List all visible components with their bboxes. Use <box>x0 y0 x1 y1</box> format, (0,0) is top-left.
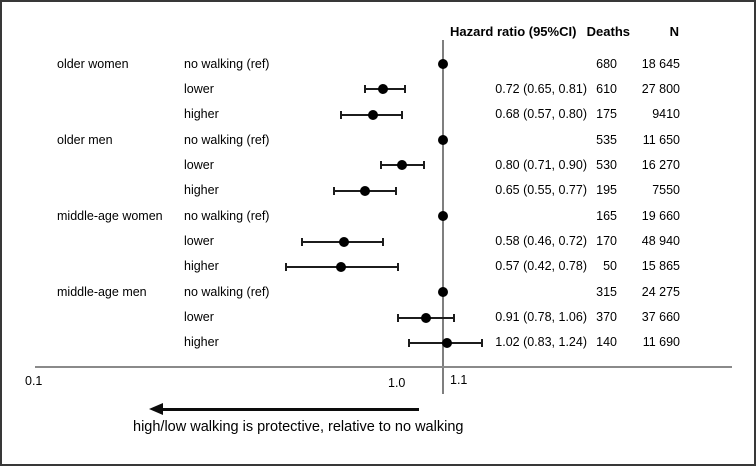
group-label: older women <box>57 56 129 71</box>
ci-cap <box>408 338 411 347</box>
protective-direction-arrow <box>162 408 419 411</box>
point-estimate-dot <box>367 109 378 120</box>
hazard-ratio-value: 1.02 (0.83, 1.24) <box>495 335 587 350</box>
ci-cap <box>401 110 404 119</box>
ci-cap <box>382 237 385 246</box>
category-label: no walking (ref) <box>184 132 270 147</box>
x-axis-tick-label-0-1: 0.1 <box>25 374 43 388</box>
hazard-ratio-value: 0.58 (0.46, 0.72) <box>495 234 587 249</box>
arrow-head-left-icon <box>149 403 163 415</box>
point-estimate-dot <box>438 211 448 222</box>
ci-cap <box>284 262 287 271</box>
deaths-value: 170 <box>596 234 617 249</box>
hazard-ratio-value: 0.80 (0.71, 0.90) <box>495 157 587 172</box>
point-estimate-dot <box>397 160 408 171</box>
n-value: 16 270 <box>641 157 680 172</box>
hazard-ratio-value: 0.68 (0.57, 0.80) <box>495 107 587 122</box>
hazard-ratio-value: 0.72 (0.65, 0.81) <box>495 81 587 96</box>
forest-row: older men no walking (ref) 535 11 650 <box>2 128 754 153</box>
point-estimate-dot <box>378 84 389 95</box>
group-label: middle-age women <box>57 208 163 223</box>
forest-row: higher 0.68 (0.57, 0.80) 175 9410 <box>2 102 754 127</box>
deaths-value: 140 <box>596 335 617 350</box>
n-value: 19 660 <box>641 208 680 223</box>
ci-cap <box>396 262 399 271</box>
forest-row: higher 1.02 (0.83, 1.24) 140 11 690 <box>2 330 754 355</box>
n-value: 11 690 <box>642 335 680 350</box>
point-estimate-dot <box>438 287 448 298</box>
point-estimate-dot <box>420 312 431 323</box>
point-estimate-dot <box>438 135 448 146</box>
category-label: lower <box>184 234 214 249</box>
ci-cap <box>394 186 397 195</box>
point-estimate-dot <box>335 261 346 272</box>
hazard-ratio-value: 0.65 (0.55, 0.77) <box>495 183 587 198</box>
ci-cap <box>379 161 382 170</box>
ci-cap <box>452 313 455 322</box>
hazard-ratio-value: 0.57 (0.42, 0.78) <box>495 259 587 274</box>
ci-cap <box>301 237 304 246</box>
hazard-ratio-value: 0.91 (0.78, 1.06) <box>495 310 587 325</box>
category-label: no walking (ref) <box>184 208 270 223</box>
ci-cap <box>363 85 366 94</box>
deaths-value: 165 <box>596 208 617 223</box>
n-value: 15 865 <box>641 259 680 274</box>
column-header-hazard-ratio: Hazard ratio (95%CI) <box>450 24 577 39</box>
deaths-value: 195 <box>596 183 617 198</box>
forest-row: lower 0.72 (0.65, 0.81) 610 27 800 <box>2 77 754 102</box>
column-header-deaths: Deaths <box>586 24 630 39</box>
forest-row: middle-age women no walking (ref) 165 19 66… <box>2 204 754 229</box>
n-value: 27 800 <box>641 81 680 96</box>
n-value: 7550 <box>652 183 680 198</box>
deaths-value: 535 <box>596 132 617 147</box>
ci-cap <box>422 161 425 170</box>
forest-row: lower 0.80 (0.71, 0.90) 530 16 270 <box>2 153 754 178</box>
point-estimate-dot <box>339 236 350 247</box>
category-label: no walking (ref) <box>184 284 270 299</box>
n-value: 37 660 <box>641 310 680 325</box>
category-label: lower <box>184 81 214 96</box>
ci-cap <box>333 186 336 195</box>
point-estimate-dot <box>438 59 448 69</box>
forest-row: higher 0.57 (0.42, 0.78) 50 15 865 <box>2 254 754 279</box>
group-label: older men <box>57 132 113 147</box>
ci-cap <box>403 85 406 94</box>
point-estimate-dot <box>441 337 452 348</box>
category-label: higher <box>184 107 219 122</box>
category-label: lower <box>184 157 214 172</box>
x-axis-tick-label-1-0: 1.0 <box>388 376 406 390</box>
forest-row: middle-age men no walking (ref) 315 24 275 <box>2 280 754 305</box>
ci-cap <box>339 110 342 119</box>
deaths-value: 370 <box>596 310 617 325</box>
forest-row: lower 0.91 (0.78, 1.06) 370 37 660 <box>2 305 754 330</box>
category-label: higher <box>184 259 219 274</box>
deaths-value: 50 <box>603 259 617 274</box>
forest-row: higher 0.65 (0.55, 0.77) 195 7550 <box>2 178 754 203</box>
forest-row: older women no walking (ref) 680 18 645 <box>2 52 754 77</box>
forest-row: lower 0.58 (0.46, 0.72) 170 48 940 <box>2 229 754 254</box>
category-label: lower <box>184 310 214 325</box>
n-value: 48 940 <box>641 234 680 249</box>
n-value: 9410 <box>652 107 680 122</box>
point-estimate-dot <box>359 185 370 196</box>
n-value: 18 645 <box>641 56 680 71</box>
annotation-text: high/low walking is protective, relative… <box>133 419 464 435</box>
n-value: 24 275 <box>641 284 680 299</box>
group-label: middle-age men <box>57 284 147 299</box>
x-axis-tick-label-1-1: 1.1 <box>450 373 468 387</box>
ci-cap <box>396 313 399 322</box>
x-axis-line <box>35 366 732 368</box>
deaths-value: 530 <box>596 157 617 172</box>
deaths-value: 175 <box>596 107 617 122</box>
ci-cap <box>481 338 484 347</box>
n-value: 11 650 <box>642 132 680 147</box>
category-label: no walking (ref) <box>184 56 270 71</box>
deaths-value: 610 <box>596 81 617 96</box>
category-label: higher <box>184 335 219 350</box>
column-header-n: N <box>669 24 679 39</box>
deaths-value: 680 <box>596 56 617 71</box>
category-label: higher <box>184 183 219 198</box>
deaths-value: 315 <box>596 284 617 299</box>
